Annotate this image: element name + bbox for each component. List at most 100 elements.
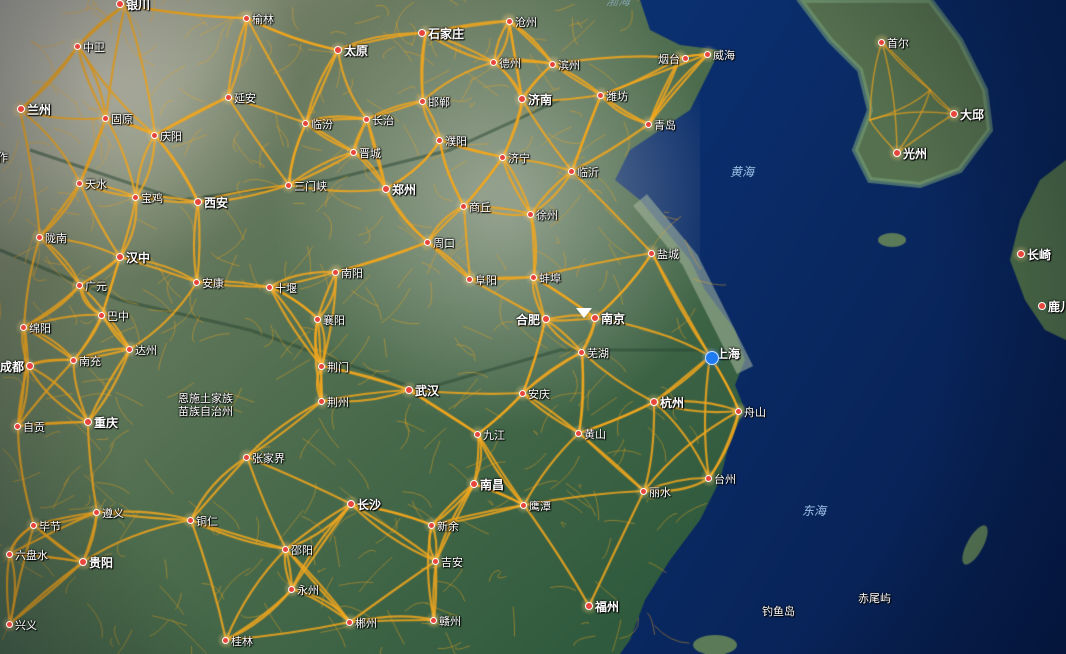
- city-label-nanyang[interactable]: 南阳: [332, 267, 363, 280]
- selected-point-marker-icon[interactable]: [576, 308, 592, 318]
- city-label-nagasaki[interactable]: 长崎: [1017, 249, 1051, 262]
- city-label-shanghai[interactable]: 上海: [716, 347, 741, 361]
- city-label-yingtan[interactable]: 鹰潭: [520, 500, 551, 513]
- city-label-weifang[interactable]: 潍坊: [597, 90, 628, 103]
- city-label-chenzhou[interactable]: 郴州: [346, 617, 377, 630]
- city-dot-icon: [460, 203, 467, 210]
- city-label-yongzhou[interactable]: 永州: [288, 584, 319, 597]
- city-dot-icon: [266, 284, 273, 291]
- city-label-shaoyang[interactable]: 邵阳: [282, 544, 313, 557]
- city-label-baoji[interactable]: 宝鸡: [132, 192, 163, 205]
- city-label-taizhou[interactable]: 台州: [705, 473, 736, 486]
- city-label-zhoushan[interactable]: 舟山: [735, 406, 766, 419]
- city-label-taiyuan[interactable]: 太原: [334, 45, 368, 58]
- city-label-hangzhou[interactable]: 杭州: [650, 397, 684, 410]
- current-location-icon[interactable]: [705, 351, 719, 365]
- city-dot-icon: [282, 546, 289, 553]
- city-label-jinan[interactable]: 济南: [518, 94, 552, 107]
- city-label-weihai[interactable]: 威海: [704, 49, 735, 62]
- city-dot-icon: [597, 92, 604, 99]
- city-label-yantai[interactable]: 烟台: [658, 53, 691, 66]
- city-label-xingyi[interactable]: 兴义: [6, 619, 37, 632]
- city-label-lanzhou[interactable]: 兰州: [17, 104, 51, 117]
- city-label-zhangjiajie[interactable]: 张家界: [243, 452, 285, 465]
- city-label-zhongwei[interactable]: 中卫: [74, 41, 105, 54]
- city-label-dezhou[interactable]: 德州: [490, 57, 521, 70]
- city-label-qingdao[interactable]: 青岛: [645, 119, 676, 132]
- city-label-bazhong[interactable]: 巴中: [98, 310, 129, 323]
- city-label-linyi[interactable]: 临沂: [568, 166, 599, 179]
- city-label-nanchong[interactable]: 南充: [70, 355, 101, 368]
- city-label-xian[interactable]: 西安: [194, 197, 228, 210]
- city-label-shiyan[interactable]: 十堰: [266, 282, 297, 295]
- city-label-jining[interactable]: 济宁: [499, 152, 530, 165]
- city-label-puyang[interactable]: 濮阳: [436, 135, 467, 148]
- city-label-fuyang[interactable]: 阜阳: [466, 274, 497, 287]
- city-label-binzhou[interactable]: 滨州: [549, 59, 580, 72]
- city-label-kagoshima[interactable]: 鹿儿: [1038, 301, 1066, 314]
- city-label-shijiazhuang[interactable]: 石家庄: [418, 28, 464, 41]
- city-label-guiyang[interactable]: 贵阳: [79, 557, 113, 570]
- city-label-enshi[interactable]: 恩施土家族 苗族自治州: [178, 392, 233, 418]
- city-label-daegu[interactable]: 大邱: [950, 109, 984, 122]
- city-label-ankang[interactable]: 安康: [193, 277, 224, 290]
- city-label-changzhi[interactable]: 长治: [363, 114, 394, 127]
- city-label-huangshan[interactable]: 黄山: [575, 428, 606, 441]
- city-label-mianyang[interactable]: 绵阳: [20, 322, 51, 335]
- city-label-cangzhou[interactable]: 沧州: [506, 16, 537, 29]
- city-label-nanchang[interactable]: 南昌: [470, 479, 504, 492]
- city-label-chongqing[interactable]: 重庆: [84, 417, 118, 430]
- city-label-hanzhong[interactable]: 汉中: [116, 252, 150, 265]
- city-label-bijie[interactable]: 毕节: [30, 520, 61, 533]
- city-label-guyuan[interactable]: 固原: [102, 113, 133, 126]
- city-label-longnan[interactable]: 陇南: [36, 232, 67, 245]
- city-label-jingzhou[interactable]: 荆州: [318, 396, 349, 409]
- city-label-xiangyang[interactable]: 襄阳: [314, 314, 345, 327]
- city-label-jincheng[interactable]: 晋城: [350, 147, 381, 160]
- city-label-guilin[interactable]: 桂林: [222, 635, 253, 648]
- city-label-jian[interactable]: 吉安: [432, 556, 463, 569]
- city-label-xinyu[interactable]: 新余: [428, 520, 459, 533]
- city-label-bengbu[interactable]: 蚌埠: [530, 272, 561, 285]
- city-label-lishui[interactable]: 丽水: [640, 486, 671, 499]
- city-label-yulin[interactable]: 榆林: [243, 13, 274, 26]
- city-label-chengdu[interactable]: 成都: [0, 361, 36, 374]
- city-label-guangyuan[interactable]: 广元: [76, 280, 107, 293]
- city-label-zunyi[interactable]: 遵义: [93, 507, 124, 520]
- city-label-dazhou[interactable]: 达州: [126, 344, 157, 357]
- city-label-zuo[interactable]: 作: [0, 151, 8, 164]
- city-label-zigong[interactable]: 自贡: [14, 421, 45, 434]
- city-label-liupanshui[interactable]: 六盘水: [6, 549, 48, 562]
- island-label-diaoyu[interactable]: 钓鱼岛: [762, 605, 795, 618]
- city-label-fuzhou[interactable]: 福州: [585, 601, 619, 614]
- city-label-wuhu[interactable]: 芜湖: [578, 347, 609, 360]
- city-label-anqing[interactable]: 安庆: [519, 388, 550, 401]
- city-dot-icon: [79, 558, 87, 566]
- city-label-linfen[interactable]: 临汾: [302, 118, 333, 131]
- city-label-yinchuan[interactable]: 银川: [116, 0, 150, 12]
- city-label-wuhan[interactable]: 武汉: [405, 385, 439, 398]
- city-label-zhoukou[interactable]: 周口: [424, 237, 455, 250]
- city-label-tianshui[interactable]: 天水: [76, 178, 107, 191]
- island-label-chiwei[interactable]: 赤尾屿: [858, 592, 891, 605]
- city-label-yancheng[interactable]: 盐城: [648, 248, 679, 261]
- city-label-handan[interactable]: 邯郸: [419, 96, 450, 109]
- city-label-sanmenxia[interactable]: 三门峡: [285, 180, 327, 193]
- city-label-hefei[interactable]: 合肥: [516, 314, 552, 327]
- city-label-qingyang[interactable]: 庆阳: [151, 130, 182, 143]
- city-label-jiujiang[interactable]: 九江: [474, 429, 505, 442]
- city-label-gwangju[interactable]: 光州: [893, 148, 927, 161]
- city-label-ganzhou[interactable]: 赣州: [430, 615, 461, 628]
- city-label-xuzhou[interactable]: 徐州: [527, 209, 558, 222]
- city-label-zhengzhou[interactable]: 郑州: [382, 184, 416, 197]
- city-label-changsha[interactable]: 长沙: [347, 499, 381, 512]
- city-label-nanjing[interactable]: 南京: [591, 313, 625, 326]
- city-dot-icon: [470, 480, 478, 488]
- city-label-seoul[interactable]: 首尔: [878, 37, 909, 50]
- city-label-tongren[interactable]: 铜仁: [187, 515, 218, 528]
- city-label-shangqiu[interactable]: 商丘: [460, 201, 491, 214]
- city-label-yanan[interactable]: 延安: [225, 92, 256, 105]
- city-label-jingmen[interactable]: 荆门: [318, 361, 349, 374]
- city-dot-icon: [499, 154, 506, 161]
